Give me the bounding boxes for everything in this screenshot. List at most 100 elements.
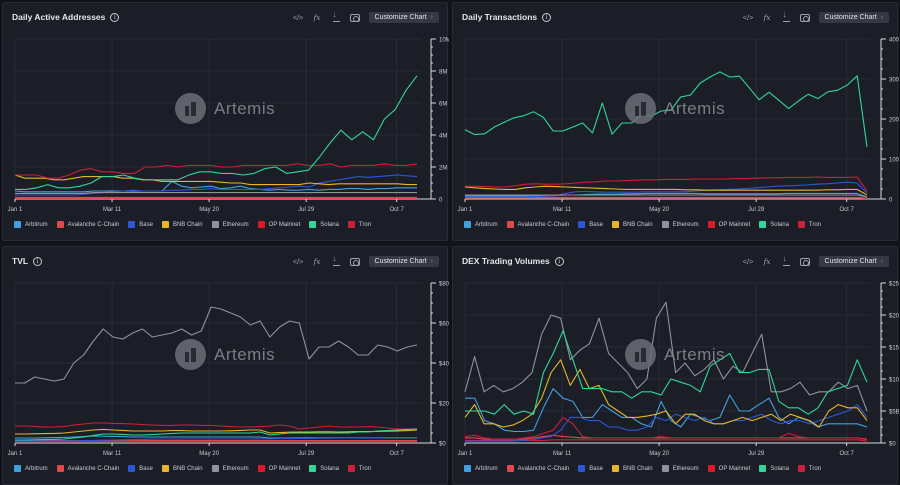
legend-item[interactable]: Ethereum	[211, 465, 249, 472]
embed-code-icon[interactable]: </>	[742, 12, 754, 22]
chart-title: Daily Active Addresses	[12, 12, 106, 22]
customize-chart-button[interactable]: Customize Chart ›	[818, 11, 889, 23]
embed-code-icon[interactable]: </>	[292, 12, 304, 22]
legend-label: Tron	[808, 465, 822, 472]
legend-item[interactable]: Avalanche C-Chain	[506, 221, 569, 228]
embed-code-icon[interactable]: </>	[742, 256, 754, 266]
x-tick-label: Jan 1	[8, 207, 23, 213]
legend-swatch	[309, 465, 317, 472]
legend-swatch	[257, 221, 265, 228]
legend-swatch	[257, 465, 265, 472]
legend-swatch	[211, 221, 219, 228]
y-tick-label: $15B	[889, 346, 899, 352]
legend-item[interactable]: Avalanche C-Chain	[56, 465, 120, 472]
legend-item[interactable]: Ethereum	[211, 221, 249, 228]
legend-item[interactable]: OP Mainnet	[707, 465, 750, 472]
legend-item[interactable]: Base	[578, 221, 603, 228]
legend-item[interactable]: Arbitrum	[464, 465, 498, 472]
legend-item[interactable]: Base	[128, 221, 153, 228]
legend-label: Avalanche C-Chain	[517, 465, 570, 472]
info-icon[interactable]: i	[542, 12, 552, 22]
legend-item[interactable]: BNB Chain	[161, 465, 203, 472]
legend-item[interactable]: OP Mainnet	[257, 221, 300, 228]
customize-chart-button[interactable]: Customize Chart ›	[818, 255, 889, 267]
y-tick-label: 300M	[889, 78, 899, 84]
legend-label: Base	[589, 221, 603, 228]
info-icon[interactable]: i	[110, 12, 120, 22]
legend-swatch	[464, 465, 471, 472]
legend-item[interactable]: Arbitrum	[14, 465, 48, 472]
download-icon[interactable]	[327, 254, 346, 266]
y-tick-label: $10B	[889, 378, 899, 384]
camera-icon[interactable]	[796, 12, 815, 22]
x-tick-label: May 20	[649, 451, 669, 457]
x-tick-label: Mar 11	[553, 207, 572, 213]
download-icon[interactable]	[777, 254, 796, 266]
legend-item[interactable]: Solana	[759, 465, 789, 472]
legend-label: Arbitrum	[475, 221, 498, 228]
legend-item[interactable]: OP Mainnet	[257, 465, 300, 472]
x-tick-label: Oct 7	[839, 207, 854, 213]
customize-chart-label: Customize Chart	[374, 257, 427, 265]
series-line-bnb-chain	[464, 185, 868, 196]
legend-item[interactable]: Avalanche C-Chain	[506, 465, 570, 472]
customize-chart-button[interactable]: Customize Chart ›	[368, 255, 439, 267]
legend-label: Base	[589, 465, 603, 472]
legend-item[interactable]: Avalanche C-Chain	[56, 221, 119, 228]
legend-item[interactable]: Base	[128, 465, 153, 472]
y-tick-label: 8M	[439, 70, 447, 76]
legend-item[interactable]: Solana	[309, 465, 339, 472]
chart-legend: Arbitrum Avalanche C-Chain Base BNB Chain Et…	[14, 221, 371, 228]
x-tick-label: Jul 29	[298, 207, 315, 213]
formula-icon[interactable]: fx	[763, 256, 771, 266]
legend-swatch	[759, 221, 767, 228]
info-icon[interactable]: i	[33, 256, 43, 266]
legend-item[interactable]: Arbitrum	[14, 221, 48, 228]
legend-label: Avalanche C-Chain	[67, 465, 120, 472]
series-line-solana	[15, 75, 418, 190]
legend-item[interactable]: Solana	[309, 221, 339, 228]
legend-label: BNB Chain	[172, 221, 203, 228]
legend-item[interactable]: Tron	[347, 465, 371, 472]
series-line-tron	[15, 422, 417, 430]
legend-item[interactable]: BNB Chain	[611, 221, 653, 228]
legend-swatch	[506, 221, 514, 228]
camera-icon[interactable]	[796, 256, 815, 266]
formula-icon[interactable]: fx	[763, 12, 771, 22]
legend-label: Tron	[358, 221, 372, 228]
legend-item[interactable]: BNB Chain	[161, 221, 203, 228]
legend-item[interactable]: Tron	[347, 221, 372, 228]
legend-swatch	[161, 221, 169, 228]
embed-code-icon[interactable]: </>	[292, 256, 304, 266]
formula-icon[interactable]: fx	[313, 12, 321, 22]
series-line-solana	[464, 71, 868, 148]
legend-item[interactable]: Tron	[797, 221, 821, 228]
y-tick-label: 10M	[439, 38, 449, 44]
info-icon[interactable]: i	[554, 256, 564, 266]
legend-item[interactable]: BNB Chain	[611, 465, 653, 472]
legend-label: BNB Chain	[622, 465, 653, 472]
camera-icon[interactable]	[346, 12, 365, 22]
legend-item[interactable]: Base	[578, 465, 603, 472]
series-line-ethereum	[464, 301, 868, 412]
download-icon[interactable]	[327, 10, 346, 22]
legend-item[interactable]: Arbitrum	[464, 221, 498, 228]
legend-item[interactable]: OP Mainnet	[707, 221, 750, 228]
legend-label: Ethereum	[672, 221, 699, 228]
line-chart: 0 2M 4M 6M 8M 10M Jan 1 Mar 11 May 20 Jul 29 Oct 7	[8, 38, 449, 214]
legend-item[interactable]: Tron	[797, 465, 822, 472]
series-line-arbitrum	[465, 388, 868, 433]
x-tick-label: Mar 11	[553, 451, 572, 457]
series-line-base	[465, 404, 868, 442]
legend-swatch	[611, 221, 619, 228]
legend-swatch	[661, 465, 669, 472]
legend-item[interactable]: Ethereum	[661, 221, 699, 228]
camera-icon[interactable]	[346, 256, 365, 266]
formula-icon[interactable]: fx	[313, 256, 321, 266]
legend-item[interactable]: Ethereum	[661, 465, 699, 472]
legend-swatch	[707, 465, 715, 472]
legend-swatch	[128, 221, 136, 228]
legend-item[interactable]: Solana	[759, 221, 789, 228]
download-icon[interactable]	[777, 10, 796, 22]
customize-chart-button[interactable]: Customize Chart ›	[368, 11, 439, 23]
